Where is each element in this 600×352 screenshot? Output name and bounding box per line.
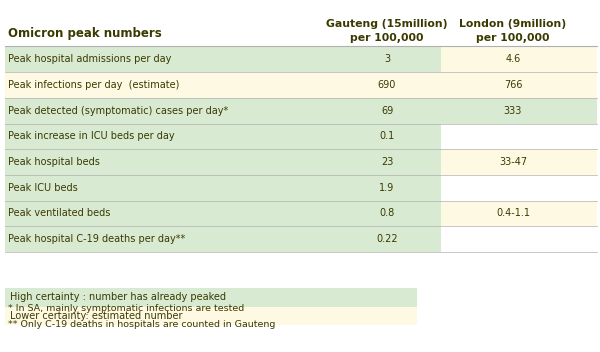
FancyBboxPatch shape bbox=[5, 149, 441, 175]
Text: 690: 690 bbox=[378, 80, 396, 90]
Text: High certainty : number has already peaked: High certainty : number has already peak… bbox=[10, 293, 226, 302]
FancyBboxPatch shape bbox=[441, 175, 597, 201]
FancyBboxPatch shape bbox=[5, 72, 441, 98]
FancyBboxPatch shape bbox=[441, 46, 597, 72]
Text: 0.8: 0.8 bbox=[379, 208, 395, 219]
Text: 23: 23 bbox=[381, 157, 393, 167]
Text: Peak detected (symptomatic) cases per day*: Peak detected (symptomatic) cases per da… bbox=[8, 106, 228, 116]
FancyBboxPatch shape bbox=[441, 201, 597, 226]
Text: 33-47: 33-47 bbox=[499, 157, 527, 167]
FancyBboxPatch shape bbox=[441, 149, 597, 175]
Text: per 100,000: per 100,000 bbox=[350, 33, 424, 43]
Text: Peak infections per day  (estimate): Peak infections per day (estimate) bbox=[8, 80, 179, 90]
Text: Lower certainty: estimated number: Lower certainty: estimated number bbox=[10, 311, 182, 321]
FancyBboxPatch shape bbox=[5, 288, 417, 307]
Text: 4.6: 4.6 bbox=[505, 54, 521, 64]
Text: Peak ICU beds: Peak ICU beds bbox=[8, 183, 77, 193]
Text: 3: 3 bbox=[384, 54, 390, 64]
Text: ** Only C-19 deaths in hospitals are counted in Gauteng: ** Only C-19 deaths in hospitals are cou… bbox=[8, 320, 275, 329]
Text: Peak increase in ICU beds per day: Peak increase in ICU beds per day bbox=[8, 131, 175, 142]
Text: Peak hospital beds: Peak hospital beds bbox=[8, 157, 100, 167]
FancyBboxPatch shape bbox=[5, 175, 441, 201]
Text: 766: 766 bbox=[504, 80, 522, 90]
Text: * In SA, mainly symptomatic infections are tested: * In SA, mainly symptomatic infections a… bbox=[8, 304, 244, 314]
Text: 0.4-1.1: 0.4-1.1 bbox=[496, 208, 530, 219]
Text: per 100,000: per 100,000 bbox=[476, 33, 550, 43]
FancyBboxPatch shape bbox=[5, 46, 441, 72]
Text: 0.1: 0.1 bbox=[379, 131, 395, 142]
FancyBboxPatch shape bbox=[441, 72, 597, 98]
FancyBboxPatch shape bbox=[441, 98, 597, 124]
Text: Peak hospital admissions per day: Peak hospital admissions per day bbox=[8, 54, 171, 64]
FancyBboxPatch shape bbox=[5, 124, 441, 149]
FancyBboxPatch shape bbox=[5, 201, 441, 226]
Text: 69: 69 bbox=[381, 106, 393, 116]
FancyBboxPatch shape bbox=[441, 226, 597, 252]
FancyBboxPatch shape bbox=[5, 98, 441, 124]
Text: 333: 333 bbox=[504, 106, 522, 116]
Text: Peak ventilated beds: Peak ventilated beds bbox=[8, 208, 110, 219]
Text: 1.9: 1.9 bbox=[379, 183, 395, 193]
Text: Peak hospital C-19 deaths per day**: Peak hospital C-19 deaths per day** bbox=[8, 234, 185, 244]
Text: London (9million): London (9million) bbox=[460, 19, 566, 29]
Text: 0.22: 0.22 bbox=[376, 234, 398, 244]
FancyBboxPatch shape bbox=[5, 21, 597, 46]
FancyBboxPatch shape bbox=[5, 307, 417, 325]
Text: Gauteng (15million): Gauteng (15million) bbox=[326, 19, 448, 29]
Text: Omicron peak numbers: Omicron peak numbers bbox=[8, 27, 161, 40]
FancyBboxPatch shape bbox=[441, 124, 597, 149]
FancyBboxPatch shape bbox=[5, 226, 441, 252]
